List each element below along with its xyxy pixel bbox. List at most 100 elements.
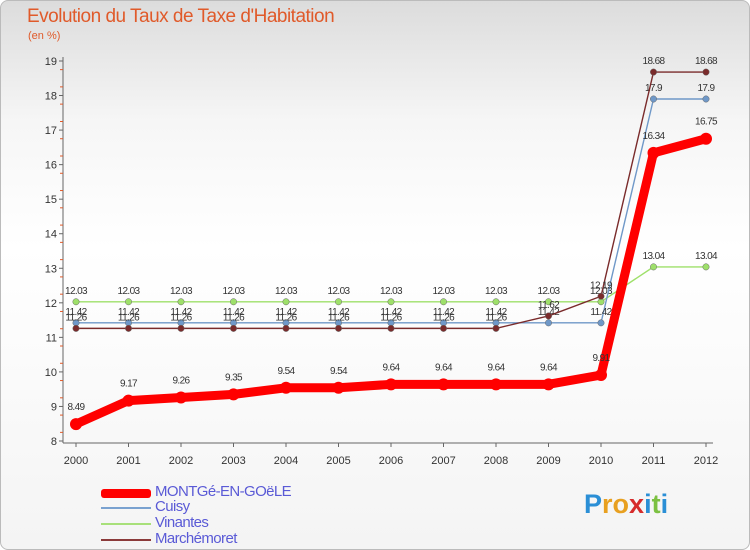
data-point [282, 298, 290, 306]
data-point [385, 378, 397, 391]
data-point [490, 378, 502, 391]
x-tick-label: 2011 [642, 455, 666, 467]
y-tick-label: 17 [45, 125, 57, 137]
legend-label-cuisy: Cuisy [155, 498, 190, 515]
data-label: 18.68 [695, 56, 718, 67]
data-label: 12.19 [590, 280, 613, 291]
chart-unit: (en %) [28, 30, 61, 42]
data-label: 9.54 [330, 366, 348, 377]
data-point [230, 298, 237, 306]
data-label: 12.03 [222, 286, 245, 297]
y-tick-label: 13 [45, 263, 57, 275]
x-tick-label: 2003 [221, 455, 245, 467]
data-point [70, 418, 82, 431]
data-point [700, 132, 712, 145]
data-label: 11.26 [223, 312, 245, 323]
data-label: 9.91 [592, 353, 610, 364]
data-label: 12.03 [432, 286, 455, 297]
y-tick-label: 16 [45, 160, 57, 172]
data-label: 11.42 [118, 307, 140, 318]
data-point [597, 292, 605, 300]
y-tick-label: 8 [51, 436, 57, 448]
data-label: 11.42 [328, 307, 350, 318]
data-label: 16.34 [642, 131, 665, 142]
data-label: 9.17 [120, 379, 138, 390]
data-label: 12.03 [380, 286, 403, 297]
y-tick-label: 9 [51, 401, 57, 413]
data-point [702, 263, 710, 271]
x-tick-label: 2009 [536, 455, 560, 467]
legend-label-montge: MONTGé-EN-GOëLE [155, 483, 292, 500]
data-point [175, 391, 187, 404]
data-label: 11.26 [65, 312, 87, 323]
legend-line-montge [101, 489, 151, 498]
data-point [335, 298, 342, 306]
data-point [597, 319, 605, 327]
data-label: 11.26 [170, 312, 192, 323]
data-point [125, 324, 132, 332]
proxiti-logo: Proxiti [584, 489, 669, 519]
data-point [72, 324, 80, 332]
chart-title: Evolution du Taux de Taxe d'Habitation [27, 6, 335, 27]
data-point [125, 298, 132, 306]
data-point [122, 394, 135, 407]
legend-label-vinantes: Vinantes [155, 514, 209, 531]
data-point [387, 324, 395, 332]
data-label: 11.42 [275, 307, 297, 318]
x-tick-label: 2007 [431, 455, 455, 467]
data-label: 11.42 [65, 307, 87, 318]
data-label: 9.64 [540, 362, 558, 373]
x-tick-label: 2006 [379, 455, 403, 467]
data-point [492, 298, 500, 306]
data-label: 18.68 [642, 56, 665, 67]
data-point [282, 324, 290, 332]
data-label: 9.26 [172, 375, 190, 386]
data-label: 11.42 [433, 307, 455, 318]
data-label: 12.03 [327, 286, 350, 297]
data-point [595, 369, 607, 382]
data-label: 11.26 [433, 312, 455, 323]
data-point [545, 298, 552, 306]
data-label: 11.26 [380, 312, 402, 323]
data-label: 11.42 [223, 307, 245, 318]
data-point [437, 378, 450, 391]
data-label: 8.49 [67, 402, 85, 413]
y-tick-label: 15 [45, 194, 57, 206]
data-point [542, 378, 555, 391]
data-point [492, 324, 500, 332]
y-tick-label: 19 [45, 56, 57, 68]
data-point [387, 298, 395, 306]
data-label: 12.03 [170, 286, 193, 297]
legend-line-vinantes [101, 523, 151, 525]
data-label: 9.35 [225, 372, 243, 383]
data-point [227, 388, 240, 401]
legend-label-marchemoret: Marchémoret [155, 530, 237, 547]
data-label: 12.03 [485, 286, 508, 297]
data-point [650, 263, 657, 271]
data-point [702, 68, 710, 76]
data-label: 16.75 [695, 117, 718, 128]
data-label: 9.64 [487, 362, 505, 373]
data-point [440, 298, 447, 306]
x-tick-label: 2000 [64, 455, 88, 467]
y-tick-label: 18 [45, 91, 57, 103]
data-label: 11.42 [170, 307, 192, 318]
data-point [230, 324, 237, 332]
data-point [650, 95, 657, 103]
data-label: 11.42 [590, 307, 612, 318]
data-point [440, 324, 447, 332]
data-label: 12.03 [65, 286, 88, 297]
data-point [545, 319, 552, 327]
data-label: 17.9 [697, 83, 715, 94]
data-label: 9.64 [435, 362, 453, 373]
x-tick-label: 2008 [484, 455, 508, 467]
data-label: 11.42 [538, 307, 560, 318]
data-point [280, 381, 292, 394]
data-label: 11.42 [485, 307, 507, 318]
x-tick-label: 2002 [169, 455, 193, 467]
x-tick-label: 2010 [589, 455, 613, 467]
data-point [335, 324, 342, 332]
data-label: 12.03 [117, 286, 140, 297]
